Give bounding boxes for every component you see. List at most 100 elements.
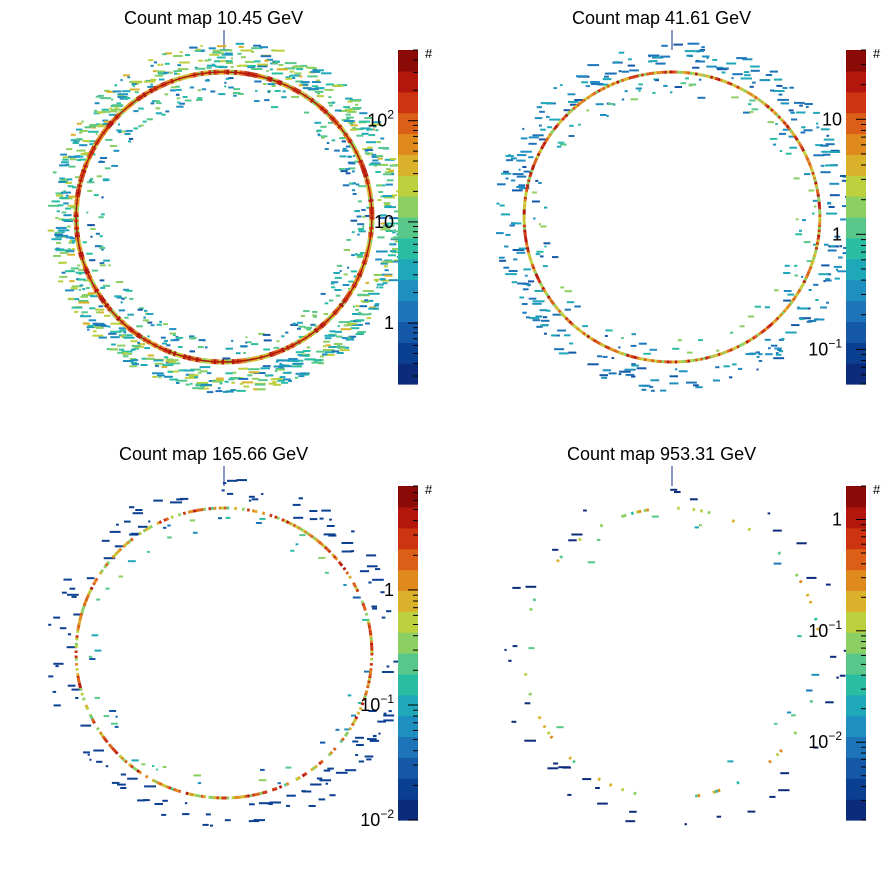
halo-cell (648, 54, 660, 57)
halo-cell (840, 218, 850, 221)
ring-cell (358, 706, 363, 711)
halo-cell (80, 724, 92, 727)
halo-cell (298, 497, 303, 500)
halo-cell (69, 280, 75, 283)
ring-cell (124, 542, 128, 547)
halo-cell (529, 317, 540, 320)
halo-cell (791, 118, 798, 121)
halo-cell (674, 491, 681, 493)
halo-cell (79, 144, 88, 147)
ring-cell (608, 783, 613, 787)
ring-cell (808, 164, 813, 168)
halo-cell (288, 380, 293, 382)
halo-cell (758, 360, 763, 362)
ring-cell (635, 510, 640, 514)
panel-1-colorbar-label: # (425, 46, 433, 61)
colorbar-band (846, 673, 866, 696)
halo-cell (375, 171, 381, 173)
inner-cell (351, 189, 356, 192)
halo-cell (366, 317, 372, 320)
halo-cell (309, 510, 318, 512)
ring-cell (274, 515, 278, 520)
inner-cell (794, 264, 798, 267)
ring-cell (295, 524, 299, 529)
ring-cell (805, 157, 810, 161)
halo-cell (251, 68, 263, 70)
halo-cell (636, 367, 647, 370)
halo-cell (95, 308, 105, 311)
halo-cell (162, 799, 168, 802)
ring-cell (633, 791, 637, 796)
halo-cell (364, 299, 369, 302)
ring-cell (261, 790, 266, 795)
ring-cell (301, 528, 306, 533)
halo-cell (737, 367, 743, 370)
inner-cell (142, 120, 147, 123)
inner-cell (228, 77, 234, 80)
ring-cell (714, 789, 719, 794)
halo-cell (587, 363, 599, 366)
ring-cell (638, 356, 642, 361)
halo-cell (367, 146, 373, 149)
ring-cell (599, 342, 604, 347)
halo-cell (69, 158, 77, 161)
ring-cell (314, 764, 319, 769)
inner-cell (89, 259, 96, 262)
halo-cell (224, 380, 229, 383)
inner-cell (791, 714, 796, 717)
ring-cell (699, 73, 704, 77)
halo-cell (253, 44, 262, 47)
halo-cell (511, 281, 518, 284)
inner-cell (595, 103, 604, 106)
halo-cell (266, 58, 273, 61)
ring-cell (538, 148, 543, 152)
inner-cell (331, 281, 339, 284)
halo-cell (235, 42, 245, 45)
halo-cell (839, 245, 843, 248)
ring-cell (814, 249, 818, 253)
halo-cell (183, 369, 195, 372)
inner-cell (730, 331, 734, 334)
halo-cell (324, 351, 335, 354)
halo-cell (375, 155, 384, 158)
halo-cell (726, 62, 737, 65)
halo-cell (391, 172, 394, 175)
inner-cell (355, 183, 360, 186)
halo-cell (78, 288, 82, 291)
ring-cell (808, 266, 813, 270)
halo-cell (227, 492, 234, 495)
ring-cell (549, 299, 554, 304)
halo-cell (546, 309, 551, 312)
halo-cell (823, 138, 835, 141)
halo-cell (79, 158, 88, 161)
halo-cell (89, 143, 96, 146)
ring-cell (570, 321, 575, 326)
halo-cell (393, 229, 396, 231)
colorbar-band (846, 363, 866, 385)
ring-cell (643, 357, 647, 362)
halo-cell (320, 355, 325, 358)
inner-cell (540, 255, 544, 258)
halo-cell (86, 140, 98, 143)
halo-cell (669, 375, 678, 378)
ring-cell (363, 692, 368, 696)
inner-cell (535, 253, 541, 256)
ring-cell (305, 531, 310, 536)
inner-cell (99, 157, 108, 159)
panel-1-title: Count map 10.45 GeV (124, 8, 304, 28)
halo-cell (97, 111, 104, 114)
inner-cell (100, 245, 104, 248)
halo-cell (206, 64, 217, 67)
halo-cell (322, 349, 335, 351)
halo-cell (224, 819, 231, 822)
halo-cell (59, 177, 65, 180)
halo-cell (81, 294, 94, 296)
halo-cell (67, 297, 75, 300)
halo-cell (631, 363, 636, 366)
halo-cell (356, 744, 364, 746)
halo-cell (540, 102, 553, 105)
inner-cell (99, 247, 106, 249)
halo-cell (231, 377, 240, 379)
inner-cell (167, 536, 172, 539)
halo-cell (499, 204, 505, 207)
